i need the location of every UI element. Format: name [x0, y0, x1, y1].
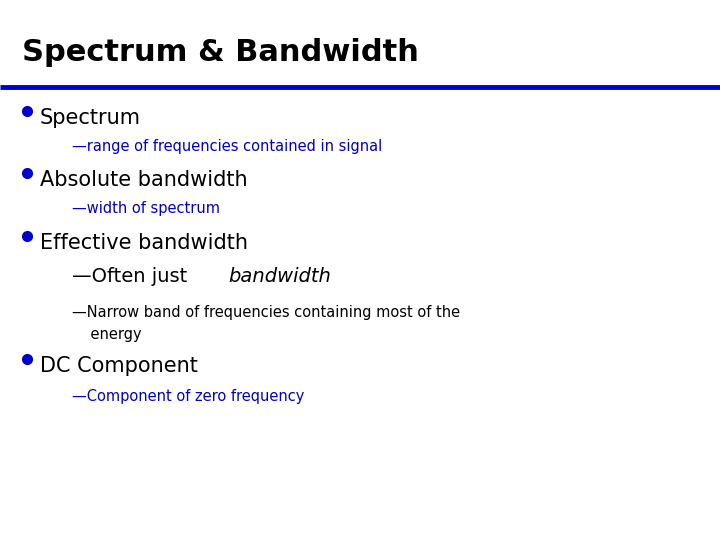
Text: —Often just: —Often just	[72, 267, 194, 286]
Text: —Narrow band of frequencies containing most of the
    energy: —Narrow band of frequencies containing m…	[72, 305, 460, 342]
Text: —range of frequencies contained in signal: —range of frequencies contained in signa…	[72, 139, 382, 154]
Text: Effective bandwidth: Effective bandwidth	[40, 233, 248, 253]
Text: bandwidth: bandwidth	[229, 267, 332, 286]
Text: —width of spectrum: —width of spectrum	[72, 201, 220, 217]
Text: Spectrum & Bandwidth: Spectrum & Bandwidth	[22, 38, 418, 67]
Text: Spectrum: Spectrum	[40, 108, 140, 128]
Text: —Component of zero frequency: —Component of zero frequency	[72, 389, 305, 404]
Text: Absolute bandwidth: Absolute bandwidth	[40, 170, 247, 190]
Text: DC Component: DC Component	[40, 356, 197, 376]
